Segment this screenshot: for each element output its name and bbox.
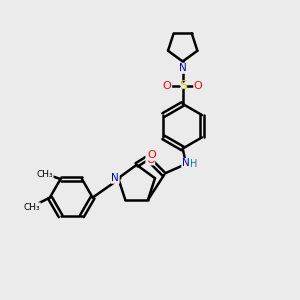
Text: S: S bbox=[179, 79, 187, 92]
Text: CH₃: CH₃ bbox=[37, 170, 53, 179]
Text: H: H bbox=[190, 159, 197, 169]
Text: O: O bbox=[146, 155, 155, 165]
Text: N: N bbox=[179, 63, 187, 73]
Text: CH₃: CH₃ bbox=[24, 203, 40, 212]
Text: O: O bbox=[163, 80, 172, 91]
Text: O: O bbox=[147, 150, 156, 160]
Text: N: N bbox=[182, 158, 190, 168]
Text: N: N bbox=[111, 173, 119, 183]
Text: O: O bbox=[194, 80, 203, 91]
